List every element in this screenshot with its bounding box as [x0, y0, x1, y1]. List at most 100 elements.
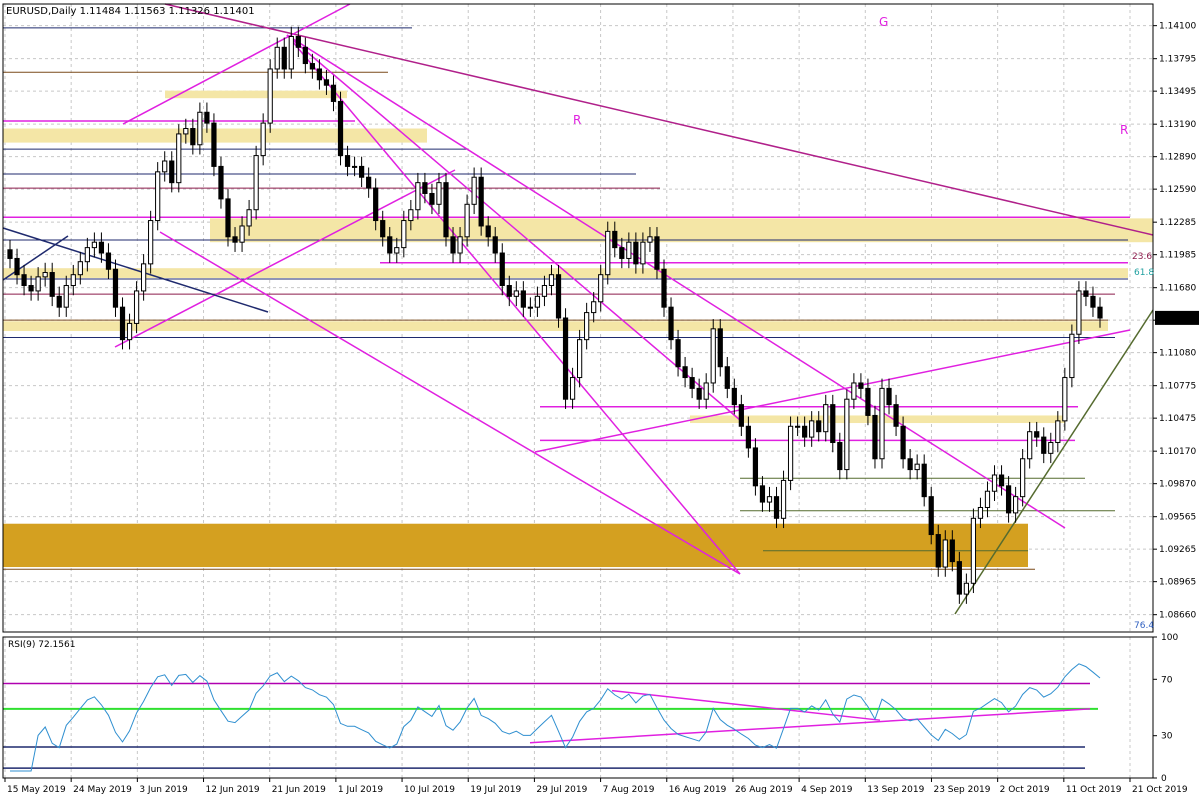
candle-body	[133, 290, 140, 324]
zone-yellow	[3, 268, 1128, 278]
candle-body	[274, 46, 280, 70]
candle-body	[260, 122, 266, 157]
candle-body	[197, 111, 203, 146]
axes: 1.14100 1.13795 1.13495 1.13190 1.12890 1.125…	[2, 3, 1199, 795]
candle-body	[436, 182, 442, 205]
x-tick-label: 23 Sep 2019	[933, 785, 990, 795]
candle-body	[401, 220, 407, 249]
candle-body	[738, 404, 744, 427]
x-tick-label: 13 Sep 2019	[867, 785, 924, 795]
candle-body	[527, 306, 533, 309]
candle-body	[837, 442, 843, 471]
candle-body	[809, 420, 815, 438]
candle-body	[330, 84, 337, 102]
candle-body	[562, 317, 569, 400]
x-tick-label: 24 May 2019	[73, 785, 132, 795]
y-tick-label: 1.10475	[1159, 414, 1196, 424]
candle-body	[105, 252, 112, 270]
candle-body	[991, 474, 998, 492]
candle-body	[351, 165, 358, 168]
zone-gold	[3, 523, 1028, 568]
x-tick-label: 12 Jun 2019	[206, 785, 260, 795]
candle-body	[155, 171, 161, 222]
candle-body	[429, 192, 435, 205]
candle-body	[1097, 306, 1103, 319]
y-tick-label: 1.09870	[1159, 480, 1196, 490]
candle-body	[1034, 431, 1040, 438]
trend-line	[286, 34, 741, 421]
chart-title: EURUSD,Daily 1.11484 1.11563 1.11326 1.1…	[6, 6, 255, 17]
candle-body	[675, 339, 681, 368]
candle-body	[387, 236, 393, 254]
candle-body	[204, 111, 210, 124]
candle-body	[977, 506, 984, 519]
y-tick-label: 1.10775	[1159, 382, 1196, 392]
candle-body	[176, 133, 182, 184]
x-tick-label: 29 Jul 2019	[536, 785, 587, 795]
candle-body	[668, 306, 674, 341]
candle-body	[555, 274, 562, 319]
trend-lines	[2, 3, 1154, 615]
candle-body	[84, 247, 90, 263]
candle-body	[710, 328, 716, 384]
x-tick-label: 7 Aug 2019	[603, 785, 655, 795]
candle-body	[119, 306, 126, 341]
candle-body	[373, 187, 379, 222]
candle-body	[443, 182, 449, 238]
candle-body	[816, 420, 822, 433]
candle-body	[288, 35, 294, 70]
candle-body	[591, 301, 597, 314]
x-tick-label: 3 Jun 2019	[139, 785, 188, 795]
candle-body	[225, 198, 231, 238]
rsi-tick-label: 100	[1161, 633, 1178, 643]
trend-line	[534, 329, 1131, 453]
candle-body	[577, 339, 583, 379]
candle-body	[295, 35, 301, 48]
candle-body	[190, 128, 196, 146]
candle-body	[183, 128, 189, 135]
rsi-trend-line	[611, 689, 881, 721]
candle-body	[844, 398, 850, 471]
candle-body	[344, 155, 351, 167]
x-tick-label: 21 Jun 2019	[272, 785, 326, 795]
y-tick-label: 1.09265	[1159, 545, 1196, 555]
candle-body	[21, 274, 27, 287]
candle-body	[956, 561, 962, 595]
candle-body	[162, 160, 168, 173]
last-price-box	[1155, 310, 1199, 325]
x-tick-label: 19 Jul 2019	[470, 785, 521, 795]
candle-body	[598, 274, 604, 303]
candle-body	[309, 63, 315, 70]
candle-body	[520, 290, 526, 308]
candle-body	[900, 425, 906, 460]
rsi-panel	[3, 663, 1101, 772]
price-frame	[2, 3, 1154, 633]
candle-body	[281, 46, 287, 70]
candle-body	[471, 176, 477, 205]
candle-body	[703, 382, 709, 400]
candle-body	[759, 485, 766, 503]
candle-body	[415, 182, 421, 211]
rsi-label: RSI(9) 72.1561	[8, 640, 75, 650]
candle-body	[506, 285, 512, 297]
trend-line-navy	[2, 235, 69, 281]
candle-body	[323, 79, 330, 86]
candle-body	[998, 474, 1005, 487]
candle-body	[457, 236, 463, 254]
candle-body	[450, 236, 456, 254]
candle-body	[478, 176, 484, 227]
candle-body	[963, 582, 969, 595]
candle-body	[907, 458, 913, 471]
x-tick-label: 16 Aug 2019	[669, 785, 727, 795]
candle-body	[534, 295, 541, 308]
candles	[7, 26, 1103, 604]
y-tick-label: 1.14100	[1159, 22, 1196, 32]
zone-yellow	[3, 321, 1108, 331]
x-tick-label: 15 May 2019	[7, 785, 66, 795]
candle-body	[218, 165, 224, 200]
y-tick-label: 1.11985	[1159, 251, 1196, 261]
candle-body	[548, 274, 555, 287]
annotation-r: R	[573, 113, 581, 127]
candle-body	[787, 425, 794, 481]
